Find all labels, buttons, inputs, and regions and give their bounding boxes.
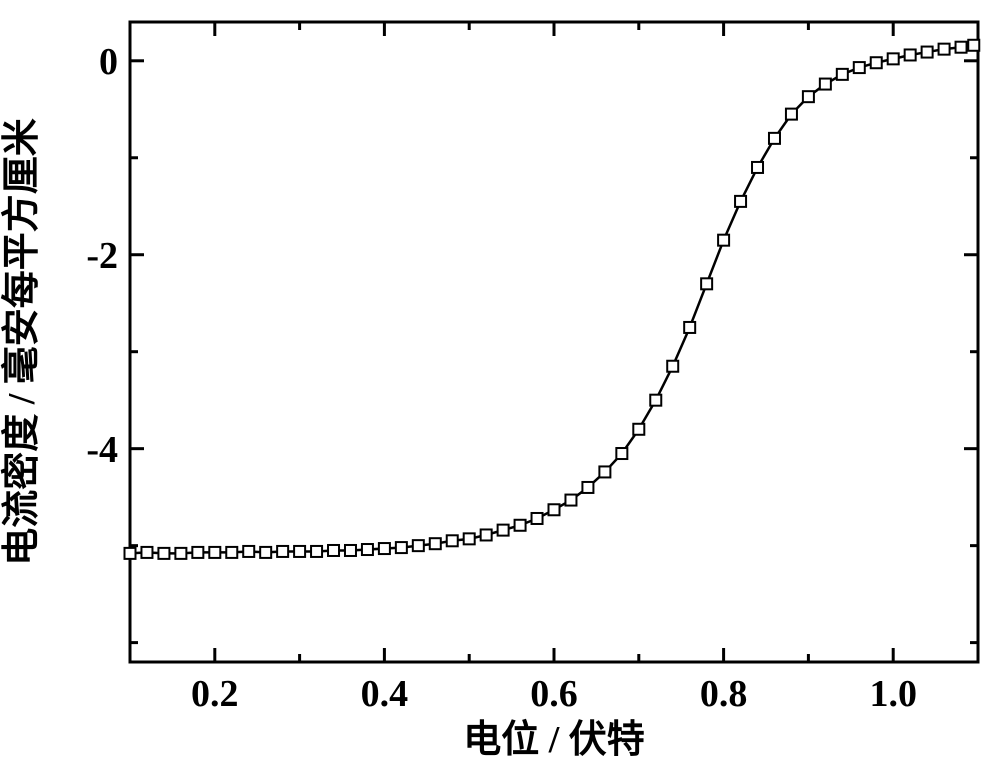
svg-text:0: 0: [99, 41, 118, 83]
svg-text:0.6: 0.6: [530, 673, 578, 715]
svg-text:电位 / 伏特: 电位 / 伏特: [463, 719, 645, 761]
svg-text:0.4: 0.4: [361, 673, 409, 715]
svg-text:-2: -2: [86, 235, 118, 277]
chart-svg: 0.2 0.4 0.6 0.8 1.0 0 -2 -4 电位 / 伏特 电流密度 / 毫安每平方厘…: [0, 0, 1000, 772]
svg-text:0.2: 0.2: [191, 673, 239, 715]
svg-text:电流密度 / 毫安每平方厘米: 电流密度 / 毫安每平方厘米: [0, 118, 43, 566]
svg-text:1.0: 1.0: [869, 673, 917, 715]
polarization-curve-chart: 0.2 0.4 0.6 0.8 1.0 0 -2 -4 电位 / 伏特 电流密度 / 毫安每平方厘…: [0, 0, 1000, 772]
svg-text:0.8: 0.8: [700, 673, 748, 715]
svg-text:-4: -4: [86, 429, 118, 471]
